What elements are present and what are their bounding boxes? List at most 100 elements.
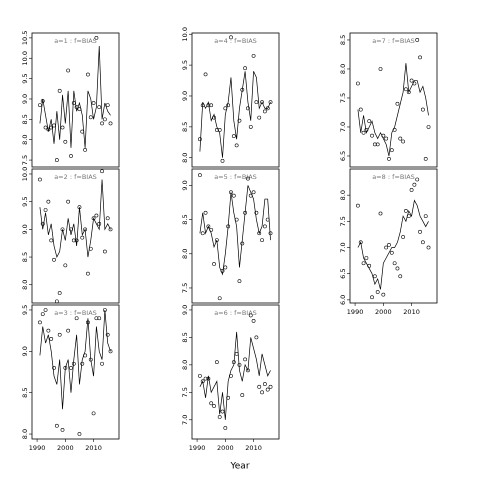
data-point xyxy=(389,250,394,255)
y-tick-label: 8.5 xyxy=(181,332,189,342)
data-point xyxy=(203,210,208,215)
data-point xyxy=(203,72,208,77)
data-point xyxy=(69,365,73,370)
panel-frame xyxy=(31,32,120,168)
y-tick-label: 8.0 xyxy=(339,64,347,74)
y-tick-label: 8.5 xyxy=(21,252,29,262)
data-point xyxy=(251,53,256,58)
x-tick-label: 2010 xyxy=(85,444,102,452)
data-point xyxy=(66,199,71,204)
y-tick-label: 6.0 xyxy=(339,295,347,305)
data-point xyxy=(209,103,214,108)
data-point xyxy=(358,107,363,112)
data-point xyxy=(220,409,225,414)
data-point xyxy=(384,136,389,141)
data-point xyxy=(387,242,391,247)
data-point xyxy=(251,190,256,195)
data-line xyxy=(199,71,271,158)
panel: a=6 : f=BIAS 7.0 7.5 8.0 8.5 9.0 1990 2000 2010 xyxy=(181,304,280,452)
data-point xyxy=(226,395,231,400)
data-point xyxy=(378,67,383,71)
data-point xyxy=(102,117,107,122)
data-point xyxy=(54,423,59,428)
data-point xyxy=(105,216,110,221)
data-point xyxy=(43,208,48,212)
data-point xyxy=(86,72,90,77)
data-point xyxy=(100,361,104,366)
data-point xyxy=(54,158,59,162)
panel-frame xyxy=(349,168,438,304)
data-point xyxy=(420,240,425,245)
x-tick-label: 2000 xyxy=(57,444,74,452)
data-point xyxy=(234,351,239,356)
y-tick-label: 8.0 xyxy=(181,249,189,259)
x-tick-label: 1990 xyxy=(347,308,364,316)
panel-title: a=1 : f=BIAS xyxy=(54,37,97,45)
data-point xyxy=(262,224,267,229)
x-tick-label: 2000 xyxy=(217,444,234,452)
data-point xyxy=(395,266,400,271)
data-point xyxy=(268,100,273,105)
data-point xyxy=(203,376,208,381)
data-point xyxy=(372,274,377,279)
data-point xyxy=(105,332,110,337)
panel-frame xyxy=(31,168,120,304)
panel-frame xyxy=(31,304,120,440)
data-point xyxy=(423,156,428,161)
data-point xyxy=(254,210,259,215)
data-point xyxy=(217,415,222,419)
data-point xyxy=(412,182,417,187)
y-tick-label: 8.5 xyxy=(21,388,29,398)
y-tick-label: 9.0 xyxy=(181,180,189,190)
data-point xyxy=(251,319,256,323)
data-point xyxy=(260,100,264,105)
data-point xyxy=(404,208,408,213)
y-tick-label: 9.0 xyxy=(181,91,189,101)
data-point xyxy=(361,130,366,135)
data-point xyxy=(198,137,202,142)
y-tick-label: 8.5 xyxy=(21,114,29,124)
data-point xyxy=(401,139,406,144)
data-point xyxy=(198,373,202,378)
data-point xyxy=(248,313,253,318)
data-point xyxy=(246,106,250,111)
data-point xyxy=(234,143,239,148)
data-point xyxy=(415,38,420,42)
data-point xyxy=(74,316,79,321)
data-point xyxy=(52,257,56,262)
data-point xyxy=(398,274,403,279)
y-tick-label: 9.5 xyxy=(181,60,189,70)
data-point xyxy=(69,154,73,158)
data-point xyxy=(49,238,54,243)
data-line xyxy=(357,63,429,157)
data-point xyxy=(57,291,62,295)
data-point xyxy=(254,100,259,105)
data-point xyxy=(356,81,360,86)
y-tick-label: 10.0 xyxy=(21,167,29,181)
y-tick-label: 9.5 xyxy=(21,196,29,206)
data-point xyxy=(356,203,360,208)
y-tick-label: 8.0 xyxy=(181,360,189,370)
data-point xyxy=(268,231,273,236)
data-point xyxy=(392,261,397,266)
data-point xyxy=(100,169,104,174)
data-point xyxy=(378,211,383,216)
panel-title: a=7 : f=BIAS xyxy=(372,37,415,45)
y-tick-label: 7.0 xyxy=(181,415,189,425)
data-point xyxy=(265,387,270,392)
data-point xyxy=(237,118,242,123)
data-point xyxy=(370,133,374,138)
data-line xyxy=(39,309,111,410)
data-point xyxy=(71,101,76,105)
data-point xyxy=(60,125,65,130)
data-point xyxy=(387,156,391,161)
data-point xyxy=(91,101,96,105)
data-point xyxy=(220,158,225,163)
data-line xyxy=(199,331,271,420)
y-tick-label: 9.0 xyxy=(21,346,29,356)
data-point xyxy=(420,107,425,112)
data-point xyxy=(97,105,102,110)
data-point xyxy=(375,142,380,147)
data-point xyxy=(223,426,228,430)
